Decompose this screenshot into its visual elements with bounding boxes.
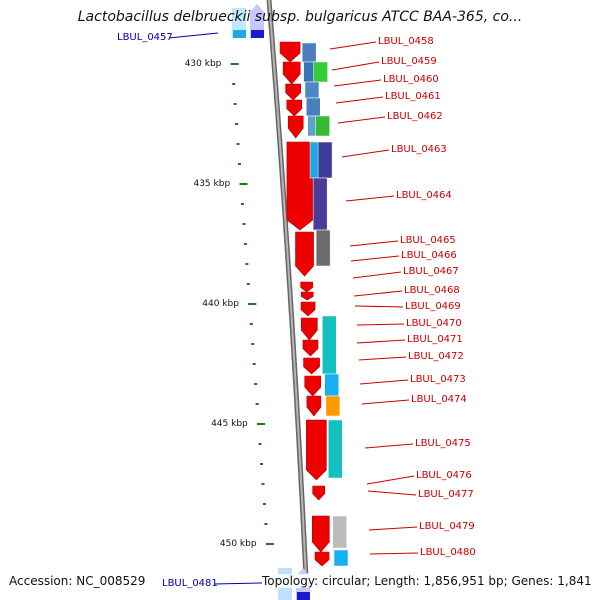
gene-arrow	[300, 301, 316, 317]
label-leader-line	[366, 475, 415, 485]
kbp-tick-label: 430 kbp	[184, 59, 222, 69]
kbp-tick-label: 450 kbp	[219, 539, 257, 549]
gene-arrow	[300, 291, 314, 301]
gene-category-block	[305, 97, 321, 117]
label-leader-line	[335, 96, 384, 104]
label-leader-line	[337, 116, 386, 124]
gene-label[interactable]: LBUL_0479	[419, 521, 475, 532]
gene-label[interactable]: LBUL_0464	[396, 190, 452, 201]
label-leader-line	[361, 399, 410, 405]
gene-category-block	[304, 81, 320, 99]
gene-label[interactable]: LBUL_0462	[387, 111, 443, 122]
gene-label[interactable]: LBUL_0480	[420, 547, 476, 558]
accession-text: Accession: NC_008529	[9, 574, 146, 588]
gene-category-block	[325, 395, 341, 417]
gene-label[interactable]: LBUL_0470	[406, 318, 462, 329]
gene-arrow	[286, 141, 314, 231]
gene-label[interactable]: LBUL_0474	[411, 394, 467, 405]
label-leader-line	[329, 41, 377, 50]
gene-arrow	[312, 485, 325, 501]
label-leader-line	[359, 379, 409, 385]
gene-category-block	[332, 515, 347, 549]
label-leader-line	[213, 582, 263, 585]
backbone-highlight	[268, 0, 308, 600]
gene-label[interactable]: LBUL_0463	[391, 144, 447, 155]
label-leader-line	[356, 339, 406, 344]
label-leader-line	[345, 195, 395, 202]
gene-arrow	[314, 551, 330, 567]
label-leader-line	[352, 271, 402, 279]
reverse-gene-arrow	[250, 4, 264, 38]
gene-label[interactable]: LBUL_0473	[410, 374, 466, 385]
gene-arrow	[279, 41, 301, 63]
gene-category-block	[313, 61, 328, 83]
label-leader-line	[353, 290, 403, 297]
label-leader-line	[341, 149, 390, 158]
gene-category-block	[317, 141, 333, 179]
label-leader-line	[331, 61, 380, 71]
gene-arrow	[295, 231, 314, 277]
topology-text: Topology: circular; Length: 1,856,951 bp…	[262, 574, 592, 588]
reverse-gene-block	[233, 30, 246, 38]
gene-arrow	[304, 375, 322, 397]
gene-arrow	[311, 515, 330, 553]
kbp-tick-label: 435 kbp	[193, 179, 231, 189]
label-leader-line	[356, 323, 405, 326]
label-leader-line	[333, 79, 382, 87]
gene-label[interactable]: LBUL_0466	[401, 250, 457, 261]
kbp-tick-label: 445 kbp	[211, 419, 248, 429]
gene-label[interactable]: LBUL_0458	[378, 36, 434, 47]
gene-arrow	[303, 357, 320, 375]
label-leader-line	[349, 240, 399, 247]
gene-arrow	[287, 115, 304, 139]
label-leader-line	[367, 490, 417, 496]
gene-arrow	[301, 317, 318, 341]
gene-label[interactable]: LBUL_0472	[408, 351, 464, 362]
label-leader-line	[350, 255, 400, 262]
gene-label[interactable]: LBUL_0467	[403, 266, 459, 277]
gene-label[interactable]: LBUL_0481	[162, 578, 218, 589]
gene-category-block	[333, 549, 349, 567]
gene-arrow	[302, 339, 319, 357]
label-leader-line	[369, 552, 419, 555]
gene-label[interactable]: LBUL_0465	[400, 235, 456, 246]
label-leader-line	[168, 32, 219, 39]
gene-category-block	[315, 229, 331, 267]
gene-arrow	[306, 419, 327, 481]
gene-category-block	[312, 177, 328, 231]
gene-label[interactable]: LBUL_0471	[407, 334, 463, 345]
gene-label[interactable]: LBUL_0469	[405, 301, 461, 312]
gene-label[interactable]: LBUL_0461	[385, 91, 441, 102]
gene-category-block	[301, 42, 317, 63]
gene-label[interactable]: LBUL_0468	[404, 285, 460, 296]
label-leader-line	[358, 356, 407, 361]
gene-label[interactable]: LBUL_0457	[117, 32, 173, 43]
gene-category-block	[322, 315, 337, 375]
gene-label[interactable]: LBUL_0459	[381, 56, 437, 67]
map-title: Lactobacillus delbrueckii subsp. bulgari…	[77, 9, 523, 25]
kbp-tick-label: 440 kbp	[202, 299, 239, 309]
gene-label[interactable]: LBUL_0477	[418, 489, 474, 500]
gene-arrow	[285, 83, 301, 101]
gene-label[interactable]: LBUL_0460	[383, 74, 439, 85]
gene-arrow	[286, 99, 303, 117]
gene-category-block	[324, 373, 339, 397]
label-leader-line	[364, 443, 414, 449]
gene-arrow	[282, 61, 301, 85]
reverse-gene-block	[297, 592, 310, 600]
gene-category-block	[315, 115, 330, 137]
gene-arrow	[300, 281, 313, 293]
reverse-gene-block	[251, 30, 264, 38]
label-leader-line	[354, 305, 404, 308]
gene-label[interactable]: LBUL_0475	[415, 438, 471, 449]
gene-label[interactable]: LBUL_0476	[416, 470, 472, 481]
gene-category-block	[328, 419, 343, 479]
gene-arrow	[306, 395, 322, 417]
label-leader-line	[368, 526, 418, 531]
